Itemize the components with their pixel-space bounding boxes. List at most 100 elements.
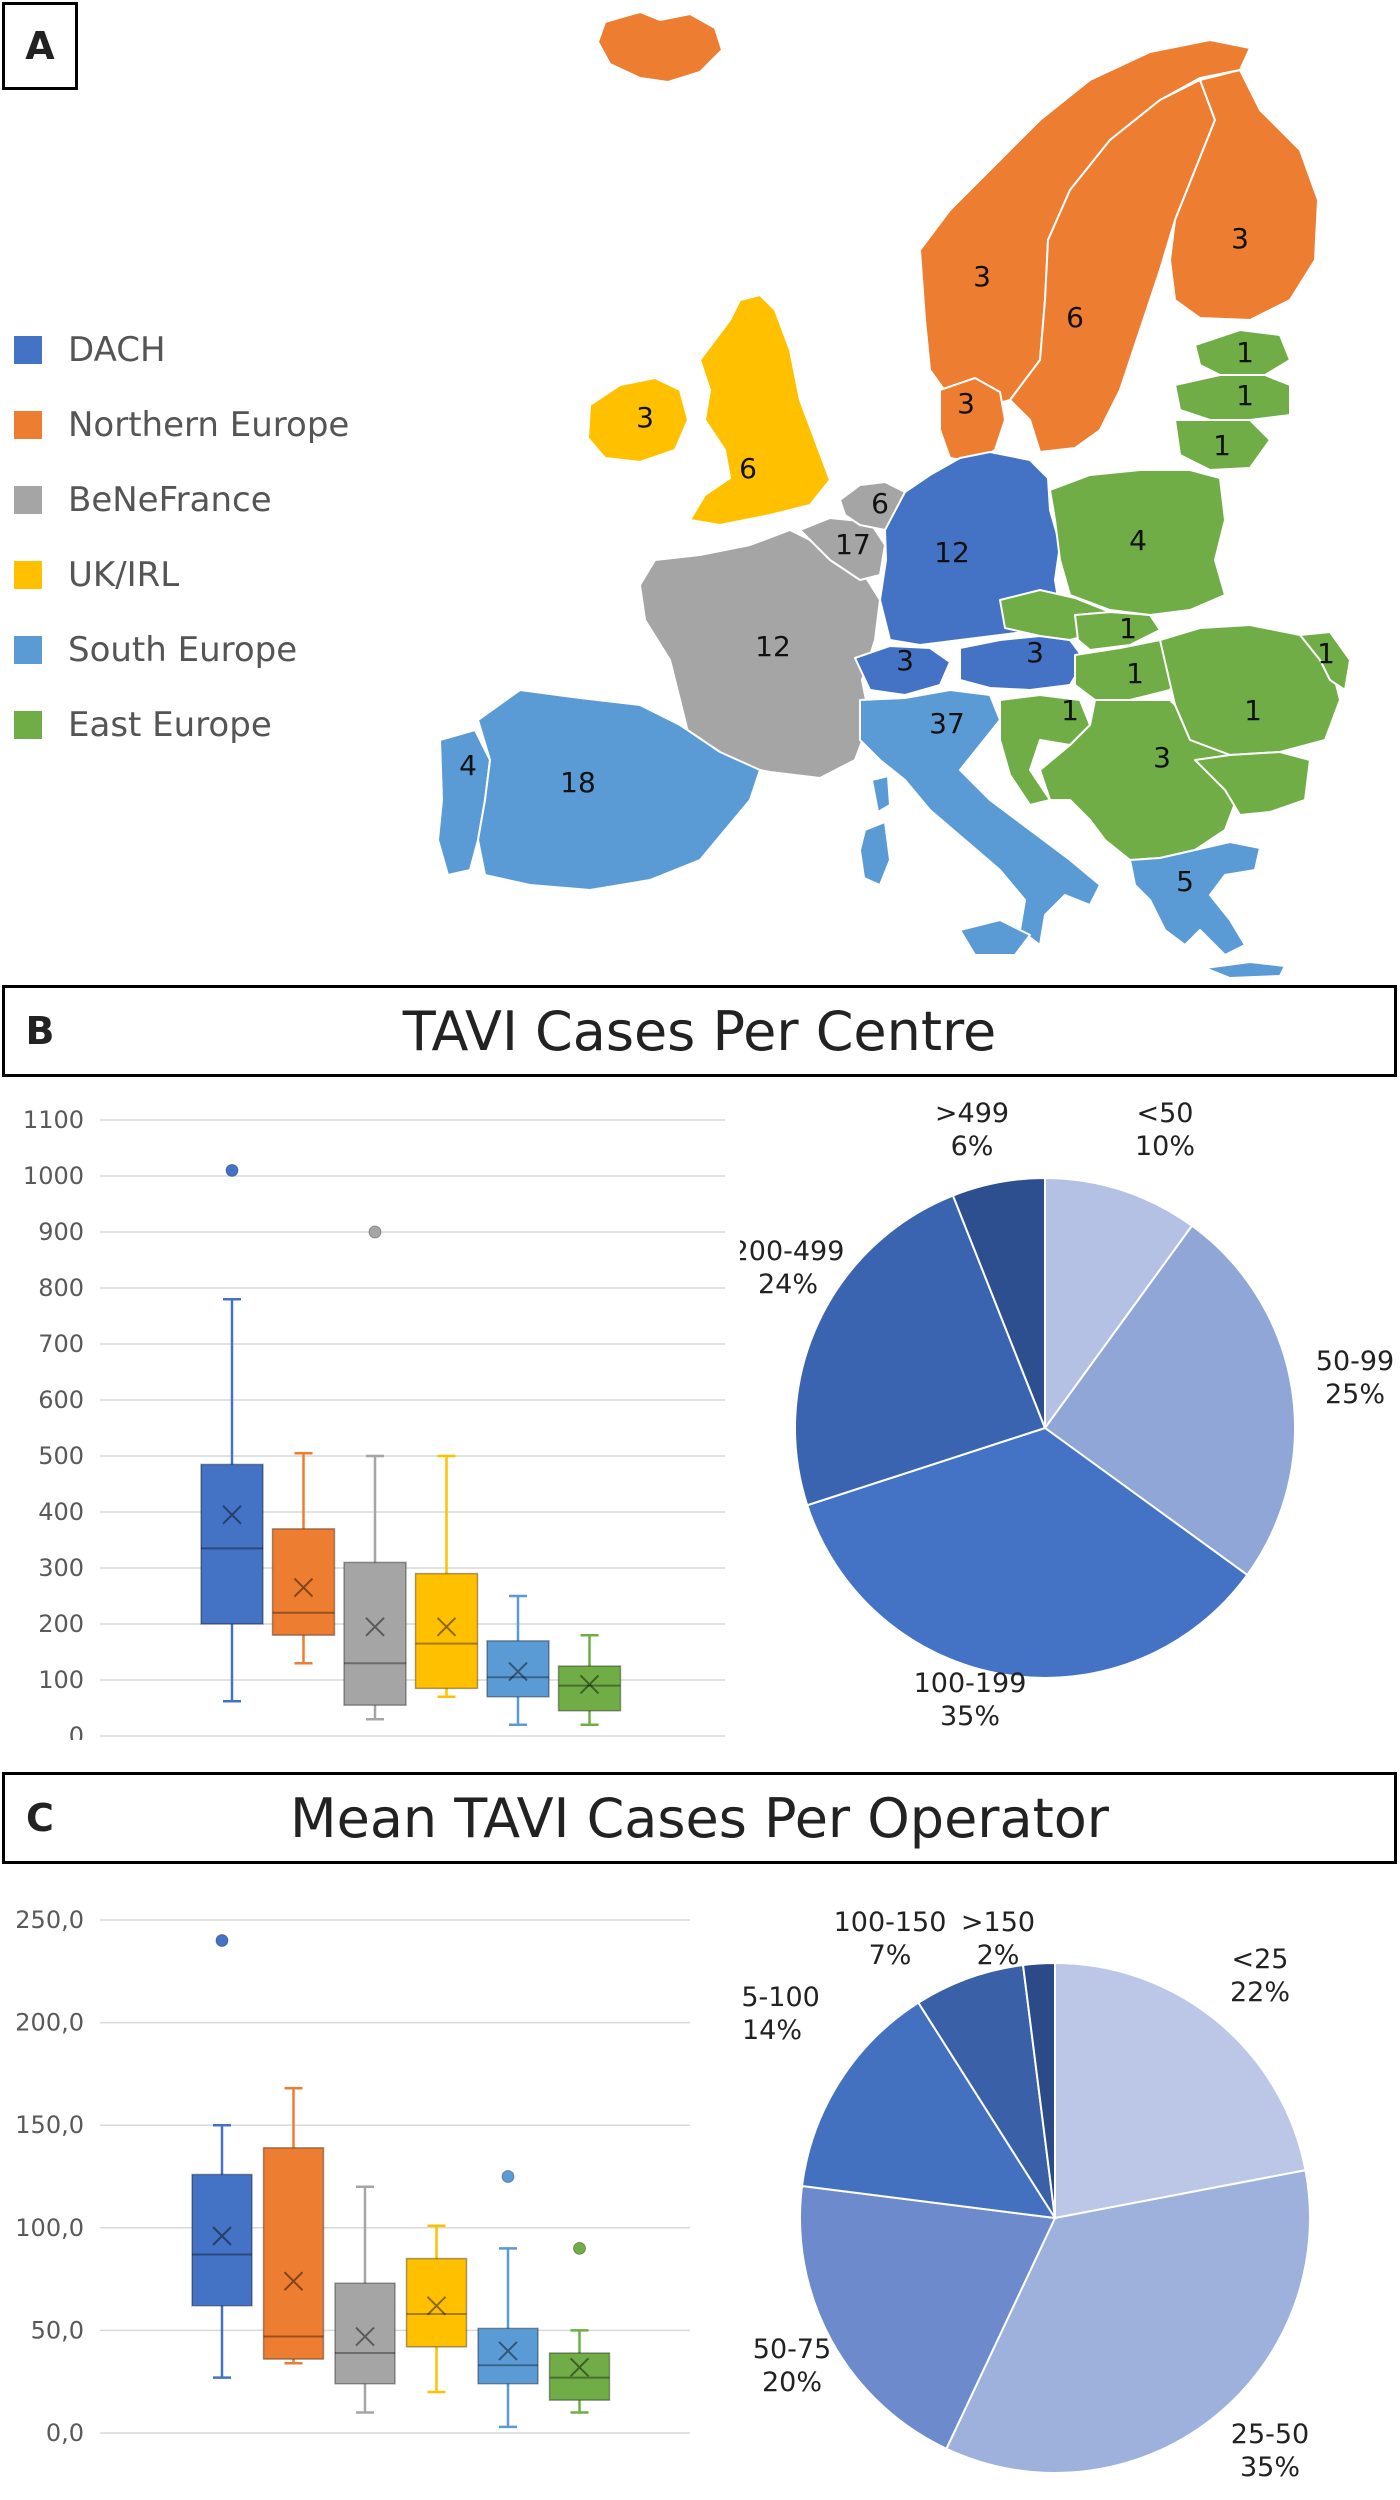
map-austria bbox=[959, 635, 1086, 691]
pie-slice-percent: 35% bbox=[1240, 2452, 1300, 2483]
pie-slice-label: 50-99 bbox=[1316, 1346, 1394, 1377]
map-denmark bbox=[939, 377, 1006, 463]
y-tick-label: 250,0 bbox=[15, 1906, 84, 1934]
pie-slice-percent: 22% bbox=[1230, 1977, 1290, 2008]
pie-slice-label: 25-50 bbox=[1231, 2419, 1309, 2450]
legend-swatch bbox=[14, 635, 42, 664]
pie-slice bbox=[1044, 1176, 1194, 1432]
box-dach bbox=[191, 1934, 253, 2379]
panel-a-label: A bbox=[2, 2, 78, 90]
outlier-point bbox=[573, 2241, 586, 2255]
box-iqr bbox=[486, 1640, 550, 1698]
box-iqr bbox=[262, 2147, 325, 2360]
pie-slice-label: >499 bbox=[935, 1098, 1009, 1129]
legend-item: South Europe bbox=[14, 612, 349, 687]
box-iqr bbox=[557, 1665, 622, 1712]
pie-slice-percent: 7% bbox=[869, 1940, 912, 1971]
map-count-label: 1 bbox=[1213, 429, 1231, 462]
map-croatia bbox=[999, 694, 1091, 806]
y-tick-label: 100,0 bbox=[15, 2214, 84, 2242]
pie-slice-percent: 35% bbox=[940, 1701, 1000, 1732]
map-count-label: 6 bbox=[739, 452, 757, 485]
legend-swatch bbox=[14, 560, 42, 589]
map-iceland bbox=[597, 11, 723, 83]
panel-b-title: TAVI Cases Per Centre bbox=[402, 999, 997, 1063]
y-tick-label: 200,0 bbox=[15, 2009, 84, 2037]
mean-marker bbox=[355, 2326, 375, 2347]
map-finland bbox=[1169, 69, 1319, 321]
pie-slice-label: 100-150 bbox=[834, 1907, 947, 1938]
map-latvia bbox=[1174, 374, 1291, 421]
legend-item: Northern Europe bbox=[14, 387, 349, 462]
legend-swatch bbox=[14, 410, 42, 439]
y-tick-label: 700 bbox=[38, 1330, 84, 1358]
y-tick-label: 50,0 bbox=[31, 2316, 84, 2344]
y-tick-label: 600 bbox=[38, 1386, 84, 1414]
panel-b-label: B bbox=[25, 1009, 55, 1053]
pie-slice-label: >150 bbox=[961, 1907, 1035, 1938]
pie-slice-label: 50-75 bbox=[753, 2334, 831, 2365]
map-count-label: 3 bbox=[973, 260, 991, 293]
y-tick-label: 800 bbox=[38, 1274, 84, 1302]
mean-marker bbox=[569, 2357, 590, 2378]
pie-slice bbox=[951, 1176, 1046, 1429]
map-count-label: 1 bbox=[1236, 336, 1254, 369]
pie-slice-percent: 6% bbox=[951, 1131, 994, 1162]
mean-marker bbox=[579, 1674, 600, 1695]
map-count-label: 18 bbox=[560, 766, 596, 799]
pie-slice bbox=[799, 2184, 1057, 2451]
outlier-point bbox=[215, 1934, 229, 1948]
map-legend: DACH Northern Europe BeNeFrance UK/IRL South… bbox=[14, 312, 349, 762]
pie-slice bbox=[805, 1426, 1249, 1679]
box-dach bbox=[200, 1163, 264, 1703]
box-iqr bbox=[200, 1463, 264, 1625]
map-slovakia bbox=[1074, 611, 1161, 651]
legend-label: East Europe bbox=[68, 704, 272, 745]
legend-item: BeNeFrance bbox=[14, 462, 349, 537]
y-tick-label: 1000 bbox=[23, 1162, 84, 1190]
y-tick-label: 0,0 bbox=[46, 2419, 84, 2447]
map-portugal bbox=[437, 729, 491, 876]
box-east-europe bbox=[557, 1633, 622, 1727]
pie-slice bbox=[916, 1963, 1056, 2219]
box-plot-cases-per-centre: 0 100 200 300 400 500 600 700 800 900 1000 1100 bbox=[23, 1106, 725, 1740]
box-plot-cases-per-operator: 0,0 50,0 100,0 150,0 200,0 250,0 bbox=[15, 1906, 690, 2447]
box-iqr bbox=[334, 2282, 396, 2385]
y-tick-label: 100 bbox=[38, 1666, 84, 1694]
panel-c-label: C bbox=[26, 1796, 54, 1840]
map-crete bbox=[1204, 961, 1286, 979]
mean-marker bbox=[365, 1617, 385, 1637]
pie-slice-label: <25 bbox=[1232, 1944, 1289, 1975]
box-east-europe bbox=[548, 2241, 611, 2414]
pie-slice-label: 100-199 bbox=[914, 1668, 1027, 1699]
y-tick-label: 300 bbox=[38, 1554, 84, 1582]
map-count-label: 6 bbox=[1066, 301, 1084, 334]
map-count-label: 37 bbox=[929, 707, 965, 740]
map-belgium bbox=[799, 517, 886, 581]
pie-slice-label: 200-499 bbox=[740, 1236, 844, 1267]
pie-slice-percent: 10% bbox=[1135, 1131, 1195, 1162]
map-count-label: 3 bbox=[896, 644, 914, 677]
legend-label: UK/IRL bbox=[68, 554, 180, 595]
mean-marker bbox=[436, 1617, 457, 1637]
map-moldova bbox=[1299, 631, 1351, 691]
outlier-point bbox=[225, 1163, 239, 1177]
pie-slice-percent: 25% bbox=[1325, 1379, 1385, 1410]
box-south-europe bbox=[486, 1594, 550, 1727]
map-count-label: 1 bbox=[1119, 612, 1137, 645]
map-count-label: 3 bbox=[957, 387, 975, 420]
legend-label: BeNeFrance bbox=[68, 479, 272, 520]
box-benefrance bbox=[343, 1225, 407, 1721]
panel-c-title-box: Mean TAVI Cases Per Operator bbox=[2, 1772, 1397, 1864]
map-count-label: 1 bbox=[1317, 637, 1335, 670]
map-count-label: 12 bbox=[755, 630, 791, 663]
pie-slice bbox=[945, 2169, 1311, 2474]
map-serbia-balkans bbox=[1039, 699, 1241, 861]
map-count-label: 1 bbox=[1061, 694, 1079, 727]
y-tick-label: 400 bbox=[38, 1498, 84, 1526]
pie-slice-label: <50 bbox=[1137, 1098, 1194, 1129]
box-iqr bbox=[191, 2173, 253, 2307]
